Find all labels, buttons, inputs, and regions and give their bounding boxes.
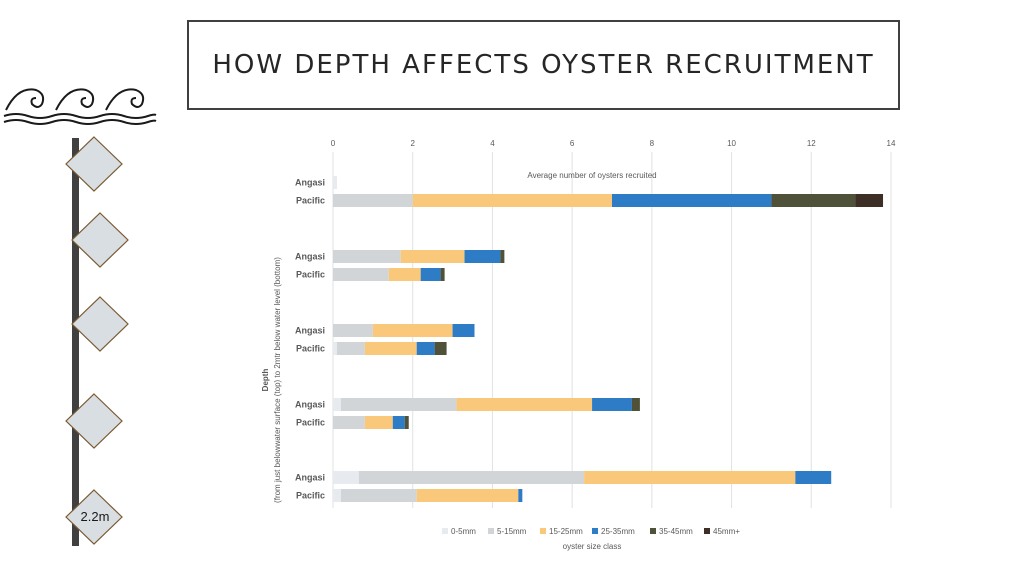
bar-segment-5-15mm	[333, 194, 413, 207]
legend-swatch	[540, 528, 546, 534]
bar-segment-5-15mm	[358, 471, 585, 484]
bar-segment-25-35mm	[420, 268, 441, 281]
bar-segment-5-15mm	[340, 398, 457, 411]
bar-segment-0-5mm	[333, 176, 337, 189]
bar-segment-25-35mm	[416, 342, 435, 355]
bar-segment-15-25mm	[364, 342, 417, 355]
x-tick-label: 2	[410, 139, 415, 148]
category-label: Pacific	[296, 418, 325, 428]
x-tick-label: 8	[650, 139, 655, 148]
x-tick-label: 14	[887, 139, 896, 148]
category-label: Pacific	[296, 270, 325, 280]
depth-diamond-5	[65, 489, 123, 545]
y-axis-label: Depth	[261, 369, 270, 392]
legend-entry: 25-35mm	[601, 527, 635, 536]
x-tick-label: 4	[490, 139, 495, 148]
title-box: HOW DEPTH AFFECTS OYSTER RECRUITMENT	[187, 20, 900, 110]
bar-segment-35-45mm	[440, 268, 445, 281]
legend-entry: 0-5mm	[451, 527, 476, 536]
chart-title: Average number of oysters recruited	[527, 171, 656, 180]
legend-entry: 5-15mm	[497, 527, 527, 536]
bar-segment-15-25mm	[456, 398, 593, 411]
bar-segment-5-15mm	[340, 489, 417, 502]
bar-segment-35-45mm	[771, 194, 856, 207]
bar-segment-15-25mm	[412, 194, 612, 207]
depth-diamond-3	[71, 296, 129, 352]
bar-segment-15-25mm	[372, 324, 453, 337]
bar-segment-5-15mm	[333, 250, 401, 263]
bar-segment-0-5mm	[333, 342, 337, 355]
depth-marker-line	[65, 136, 129, 546]
bar-segment-35-45mm	[500, 250, 505, 263]
bar-segment-35-45mm	[631, 398, 640, 411]
x-tick-label: 10	[727, 139, 736, 148]
depth-pole	[72, 138, 79, 546]
bar-segment-25-35mm	[612, 194, 772, 207]
legend-title: oyster size class	[563, 542, 622, 551]
bar-segment-5-15mm	[336, 342, 365, 355]
bar-segment-25-35mm	[592, 398, 632, 411]
legend-swatch	[650, 528, 656, 534]
depth-diamond-1	[65, 136, 123, 192]
category-label: Pacific	[296, 344, 325, 354]
depth-diamond-2	[71, 212, 129, 268]
bar-segment-15-25mm	[584, 471, 796, 484]
bar-segment-35-45mm	[434, 342, 447, 355]
bar-segment-15-25mm	[364, 416, 393, 429]
bar-segment-35-45mm	[404, 416, 409, 429]
category-label: Angasi	[295, 178, 325, 188]
category-label: Angasi	[295, 252, 325, 262]
bar-segment-25-35mm	[795, 471, 832, 484]
bar-segment-5-15mm	[333, 268, 389, 281]
x-tick-label: 12	[807, 139, 816, 148]
bar-segment-5-15mm	[333, 324, 373, 337]
bar-segment-25-35mm	[464, 250, 501, 263]
depth-diamond-4	[65, 393, 123, 449]
bar-segment-0-5mm	[333, 471, 359, 484]
legend-swatch	[592, 528, 598, 534]
bar-segment-25-35mm	[452, 324, 475, 337]
bar-segment-0-5mm	[333, 489, 341, 502]
bar-segment-0-5mm	[333, 398, 341, 411]
legend-entry: 15-25mm	[549, 527, 583, 536]
x-tick-label: 6	[570, 139, 575, 148]
depth-label: 2.2m	[80, 509, 110, 524]
category-label: Angasi	[295, 473, 325, 483]
category-label: Angasi	[295, 400, 325, 410]
bar-segment-45mm+	[855, 194, 884, 207]
bar-segment-25-35mm	[518, 489, 523, 502]
bar-segment-15-25mm	[416, 489, 519, 502]
category-label: Angasi	[295, 326, 325, 336]
bar-segment-25-35mm	[392, 416, 405, 429]
legend-swatch	[442, 528, 448, 534]
slide-title: HOW DEPTH AFFECTS OYSTER RECRUITMENT	[212, 50, 875, 80]
x-tick-label: 0	[331, 139, 336, 148]
category-label: Pacific	[296, 491, 325, 501]
legend-swatch	[488, 528, 494, 534]
waves-icon	[3, 88, 157, 125]
category-label: Pacific	[296, 196, 325, 206]
bar-segment-5-15mm	[333, 416, 365, 429]
legend-entry: 45mm+	[713, 527, 740, 536]
legend-entry: 35-45mm	[659, 527, 693, 536]
y-axis-sublabel: (from just belowwater surface (top) to 2…	[273, 257, 282, 503]
bar-segment-15-25mm	[388, 268, 421, 281]
bar-segment-15-25mm	[400, 250, 465, 263]
legend-swatch	[704, 528, 710, 534]
